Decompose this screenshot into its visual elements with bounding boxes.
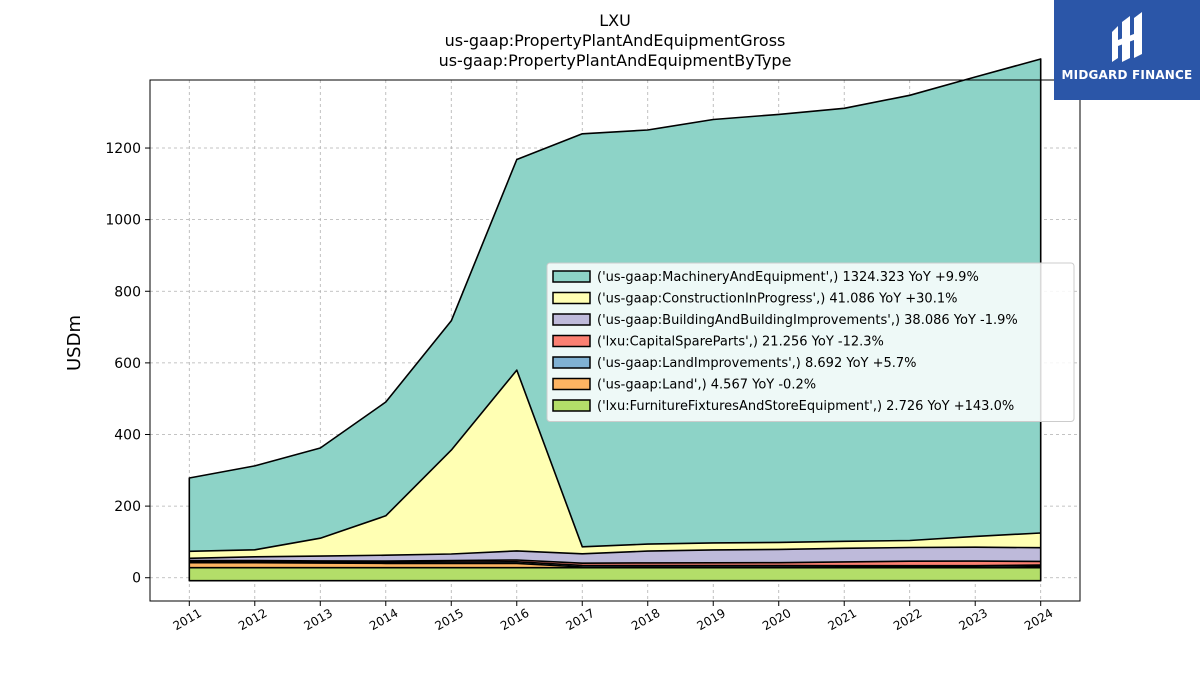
legend-swatch — [552, 377, 591, 391]
x-tick-label: 2023 — [956, 606, 989, 633]
x-tick-label: 2022 — [891, 606, 924, 633]
chart-title-line: LXU — [599, 11, 631, 30]
y-tick-label: 400 — [114, 427, 141, 443]
midgard-finance-logo: MIDGARD FINANCE — [1054, 0, 1200, 100]
x-tick-label: 2014 — [367, 606, 400, 633]
legend: ('us-gaap:MachineryAndEquipment',) 1324.… — [546, 262, 1075, 422]
legend-swatch — [552, 291, 591, 305]
x-tick-label: 2018 — [629, 606, 662, 633]
y-tick-label: 600 — [114, 356, 141, 372]
legend-box — [546, 262, 1075, 422]
x-tick-label: 2019 — [695, 606, 728, 633]
legend-entry: ('us-gaap:BuildingAndBuildingImprovement… — [597, 313, 1018, 328]
legend-swatch — [552, 399, 591, 412]
legend-entry: ('lxu:FurnitureFixturesAndStoreEquipment… — [597, 399, 1014, 414]
x-tick-label: 2012 — [236, 606, 269, 633]
x-tick-label: 2020 — [760, 606, 793, 633]
logo-mark-icon — [1112, 12, 1142, 62]
x-tick-label: 2024 — [1022, 606, 1055, 633]
legend-swatch — [552, 270, 591, 283]
y-tick-label: 1000 — [105, 213, 141, 229]
x-tick-label: 2013 — [302, 606, 335, 633]
y-tick-label: 800 — [114, 284, 141, 300]
x-tick-label: 2017 — [564, 606, 597, 633]
x-tick-label: 2021 — [825, 606, 858, 633]
chart-title-line: us-gaap:PropertyPlantAndEquipmentGross — [445, 31, 786, 50]
y-axis-label: USDm — [64, 315, 85, 371]
plot-frame — [149, 79, 1081, 602]
logo-text: MIDGARD FINANCE — [1061, 68, 1193, 82]
x-axis: 2011 2012 2013 2014 2015 2016 2017 2018 2019 2020… — [171, 601, 1055, 633]
y-tick-label: 0 — [132, 571, 141, 587]
x-tick-label: 2015 — [433, 606, 466, 633]
legend-entry: ('lxu:CapitalSpareParts',) 21.256 YoY -1… — [597, 335, 884, 350]
legend-entry: ('us-gaap:Land',) 4.567 YoY -0.2% — [597, 378, 816, 393]
y-tick-label: 1200 — [105, 141, 141, 157]
legend-entry: ('us-gaap:MachineryAndEquipment',) 1324.… — [597, 270, 979, 285]
y-tick-label: 200 — [114, 499, 141, 515]
legend-swatch — [552, 334, 591, 348]
x-tick-label: 2011 — [171, 606, 204, 633]
area-series — [188, 566, 1042, 582]
y-axis: 0 200 400 600 800 1000 1200 — [105, 141, 150, 587]
x-tick-label: 2016 — [498, 606, 531, 633]
chart-title-line: us-gaap:PropertyPlantAndEquipmentByType — [439, 51, 792, 70]
chart-title: LXUus-gaap:PropertyPlantAndEquipmentGros… — [439, 11, 792, 70]
legend-swatch — [552, 356, 591, 369]
legend-entry: ('us-gaap:ConstructionInProgress',) 41.0… — [597, 292, 957, 307]
legend-swatch — [552, 313, 591, 326]
legend-entry: ('us-gaap:LandImprovements',) 8.692 YoY … — [597, 356, 917, 371]
